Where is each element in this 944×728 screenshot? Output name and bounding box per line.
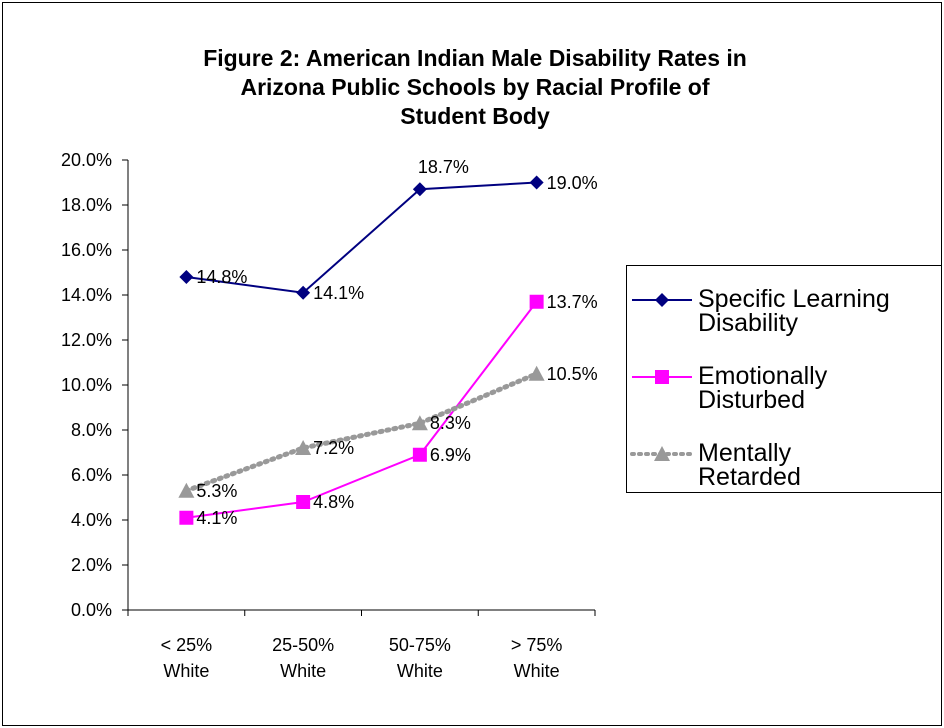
data-label: 14.8% (196, 267, 248, 287)
data-point (178, 482, 195, 498)
legend-label: Emotionally Disturbed (698, 362, 828, 414)
data-label: 4.1% (196, 507, 238, 528)
data-label: 13.7% (546, 291, 598, 312)
y-tick-label: 2.0% (70, 555, 112, 575)
data-point (296, 285, 311, 300)
data-label: 5.3% (196, 480, 238, 501)
legend-marker (655, 370, 669, 384)
data-point (528, 365, 545, 381)
x-tick-label: 25-50% White (272, 635, 335, 681)
series-line (186, 181, 537, 294)
data-point (529, 175, 544, 190)
legend-marker (654, 446, 670, 461)
y-tick-label: 18.0% (60, 195, 112, 215)
y-tick-label: 8.0% (70, 420, 112, 440)
y-tick-label: 4.0% (70, 510, 112, 530)
legend-label: Specific Learning Disability (698, 285, 890, 337)
y-tick-label: 10.0% (60, 375, 112, 395)
y-tick-label: 12.0% (60, 330, 112, 350)
x-tick-label: > 75% White (510, 635, 563, 681)
data-label: 14.1% (313, 282, 365, 303)
data-point (179, 510, 194, 525)
y-tick-label: 20.0% (60, 150, 112, 170)
y-tick-label: 0.0% (70, 600, 112, 620)
series-line (186, 301, 538, 519)
y-tick-label: 14.0% (60, 285, 112, 305)
y-tick-label: 6.0% (70, 465, 112, 485)
data-point (529, 294, 544, 309)
data-point (411, 415, 428, 431)
x-tick-label: 50-75% White (388, 635, 451, 681)
data-point (412, 447, 427, 462)
legend-label: Mentally Retarded (698, 439, 801, 491)
data-point (296, 495, 311, 509)
x-tick-label: < 25% White (160, 635, 213, 681)
data-label: 19.0% (546, 172, 598, 193)
legend-box (626, 265, 942, 493)
y-tick-label: 16.0% (60, 240, 112, 260)
data-point (412, 182, 427, 197)
chart-title: Figure 2: American Indian Male Disabilit… (203, 45, 747, 129)
data-label: 8.3% (429, 413, 471, 434)
legend-marker (655, 293, 669, 307)
data-label: 6.9% (429, 444, 471, 465)
data-point (179, 270, 194, 284)
data-label: 7.2% (313, 438, 355, 458)
series-line (183, 371, 540, 494)
data-label: 18.7% (417, 157, 469, 178)
data-label: 10.5% (546, 363, 598, 384)
data-label: 4.8% (313, 492, 355, 512)
data-point (295, 440, 312, 455)
